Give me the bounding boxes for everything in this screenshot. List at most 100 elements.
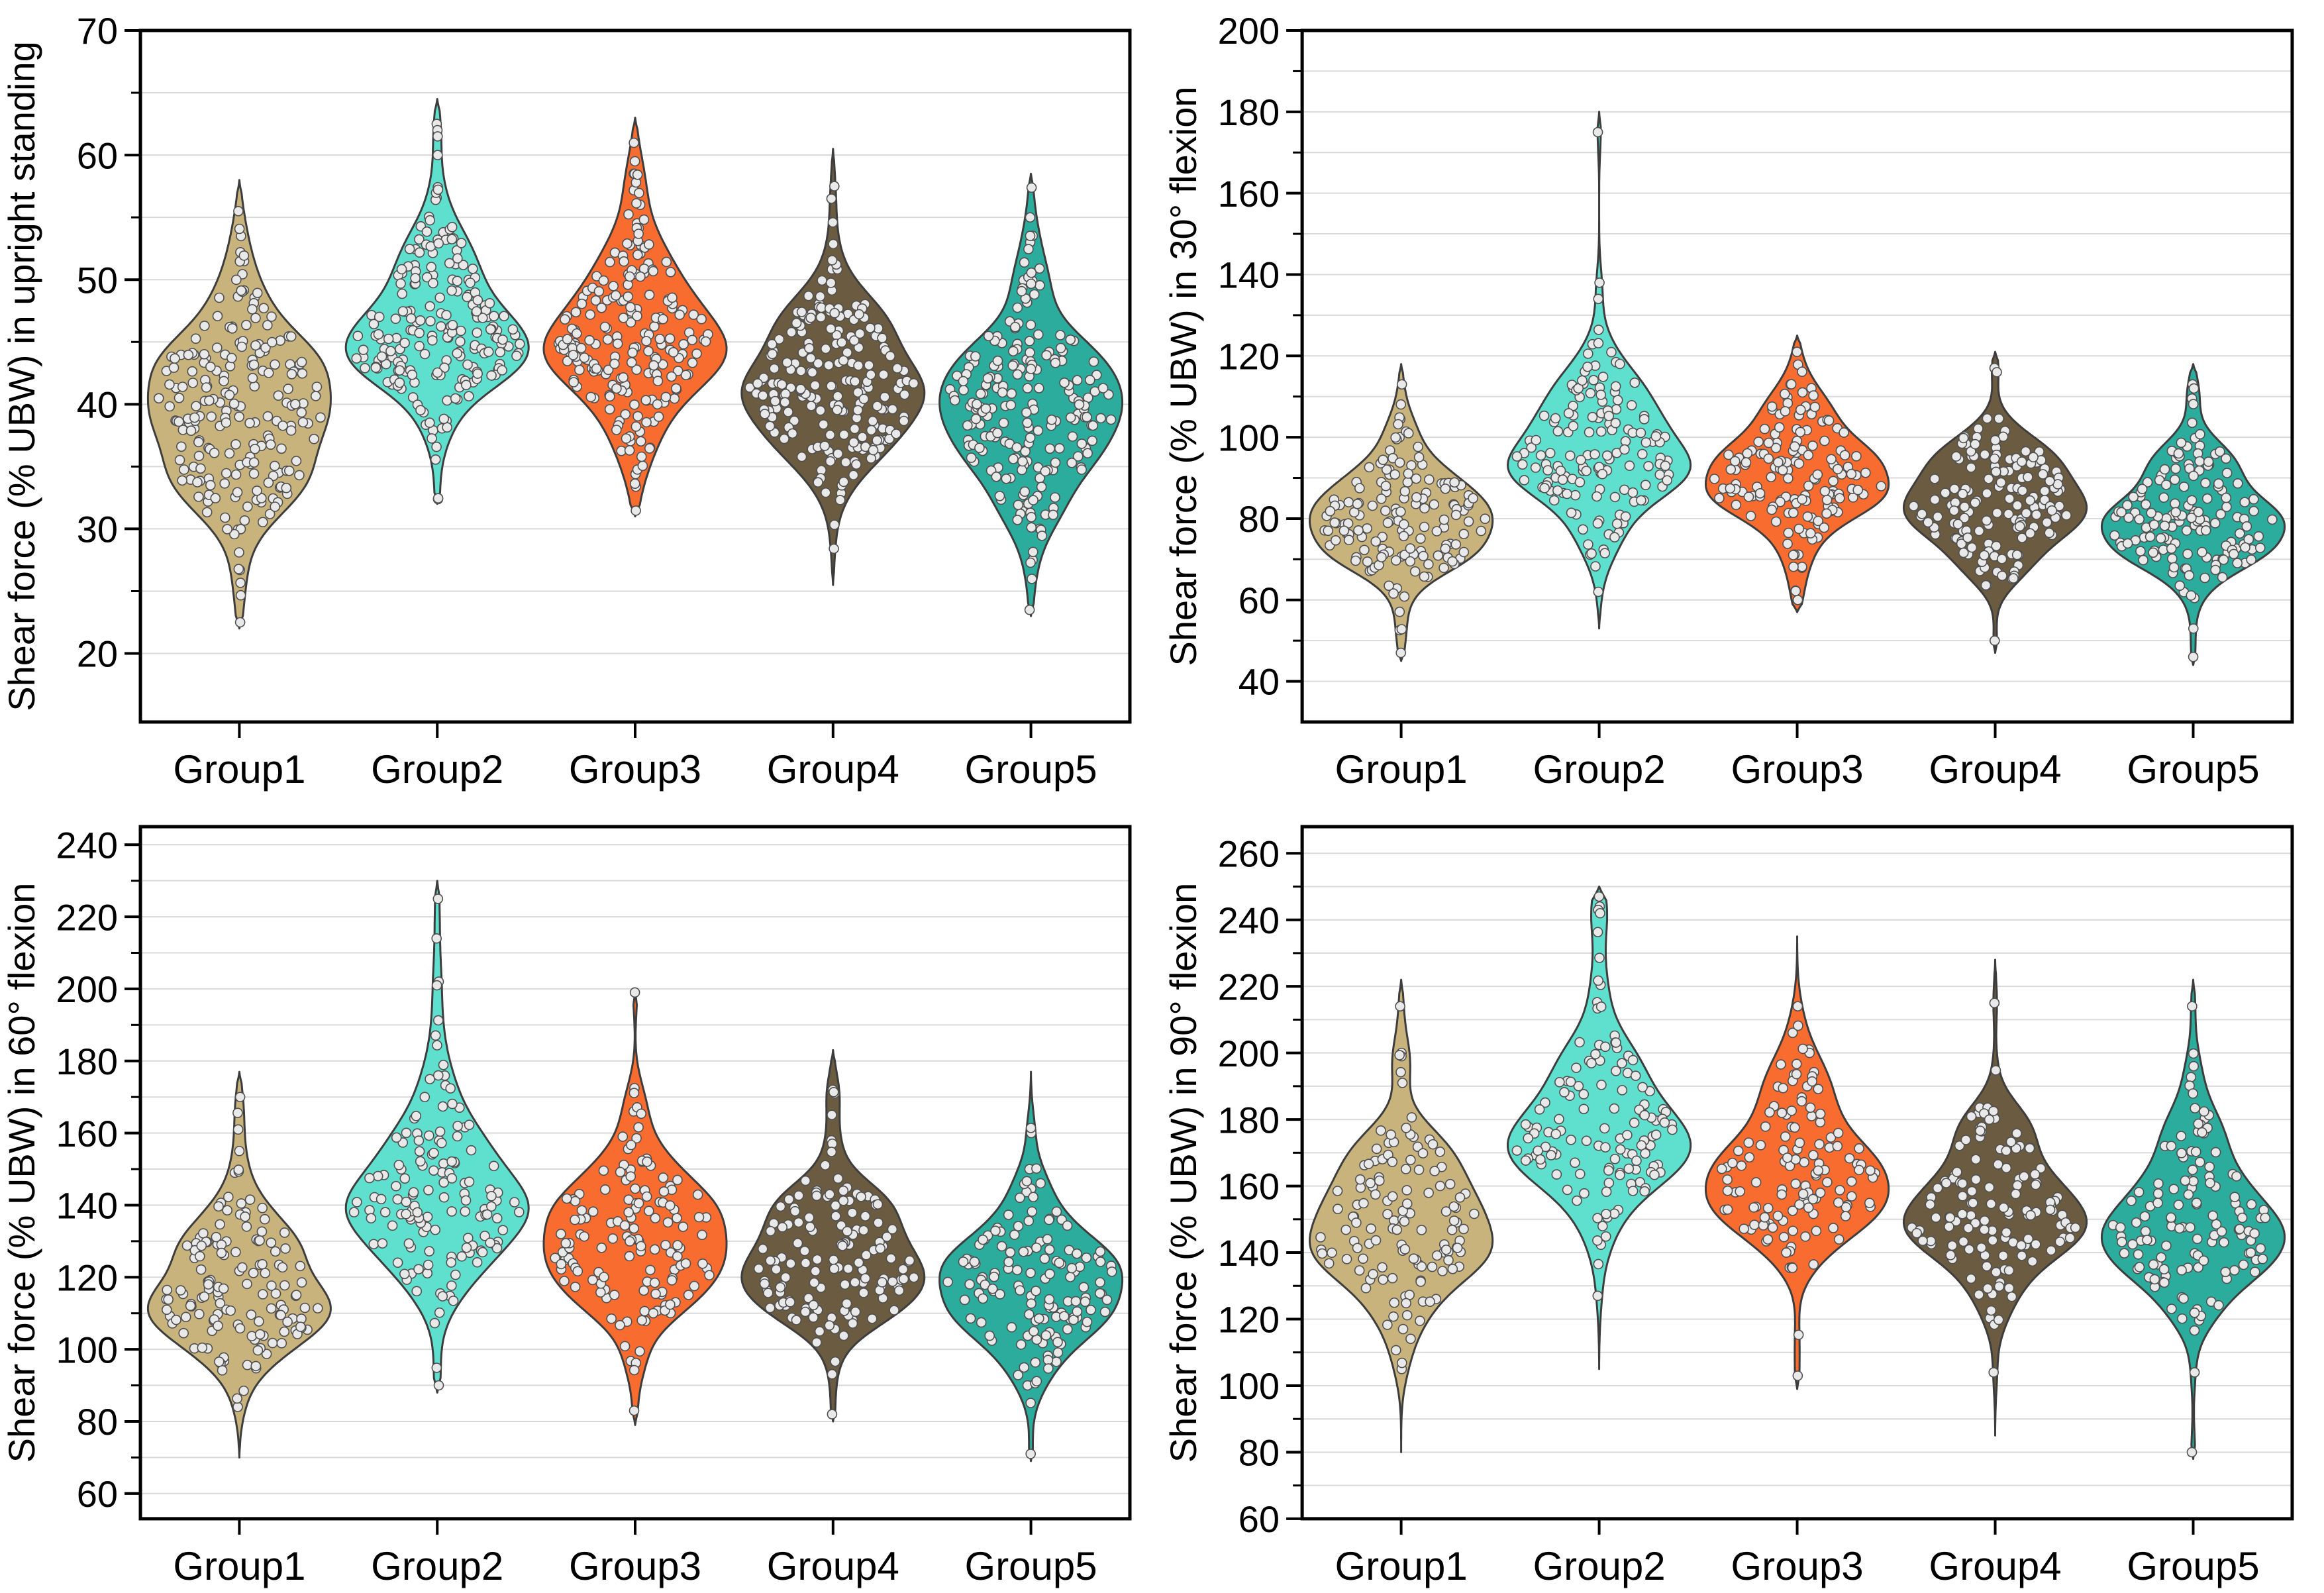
panel-upright-standing: 20 30 40 50 60 70 Group1 Group2 Group3 Group4 Grou… — [0, 0, 1162, 796]
data-point — [570, 1282, 581, 1292]
data-point — [1568, 421, 1579, 432]
data-point — [236, 285, 247, 296]
data-point — [1773, 457, 1784, 468]
data-point — [396, 264, 407, 275]
data-point — [858, 393, 870, 405]
data-point — [499, 311, 509, 322]
data-point — [1957, 1209, 1968, 1219]
data-point — [257, 1259, 268, 1270]
data-point — [629, 1364, 640, 1376]
data-point — [2200, 525, 2211, 536]
data-point — [177, 382, 188, 392]
data-point — [1062, 1324, 1073, 1335]
data-point — [1017, 456, 1028, 467]
data-point — [254, 1316, 264, 1327]
data-point — [464, 1176, 475, 1187]
data-point — [394, 365, 405, 376]
data-point — [622, 238, 632, 249]
data-point — [2221, 453, 2231, 464]
x-category-label: Group3 — [569, 1544, 701, 1588]
data-point — [423, 1130, 434, 1141]
data-point — [1552, 485, 1563, 496]
data-point — [599, 1184, 611, 1195]
data-point — [1742, 448, 1753, 459]
data-point — [1799, 1156, 1809, 1168]
data-point — [411, 1286, 423, 1297]
data-point — [2012, 500, 2023, 511]
data-point — [662, 1217, 674, 1228]
data-point — [623, 1207, 634, 1218]
panel-flexion-30: 40 60 80 100 120 140 160 180 200 Group1 Group2 Grou… — [1162, 0, 2324, 796]
data-point — [2186, 590, 2197, 601]
data-point — [1413, 441, 1423, 452]
data-point — [2115, 1222, 2126, 1233]
data-point — [1997, 570, 2007, 582]
data-point — [623, 209, 634, 220]
data-point — [312, 1303, 323, 1313]
data-point — [1940, 488, 1950, 498]
data-point — [782, 357, 793, 368]
data-point — [654, 333, 666, 344]
data-point — [1546, 1150, 1556, 1160]
data-point — [2229, 1264, 2240, 1276]
data-point — [1791, 1058, 1802, 1070]
data-point — [608, 281, 619, 291]
y-tick-label: 140 — [1218, 1232, 1280, 1274]
data-point — [658, 1172, 669, 1183]
data-point — [1480, 513, 1491, 525]
data-point — [391, 1180, 401, 1192]
data-point — [1989, 998, 2000, 1009]
data-point — [829, 181, 840, 191]
data-point — [232, 1124, 244, 1135]
data-point — [1846, 1176, 1857, 1187]
data-point — [1727, 1157, 1738, 1168]
data-point — [1597, 1221, 1608, 1231]
data-point — [2186, 495, 2198, 506]
data-point — [1382, 1319, 1393, 1330]
data-point — [767, 348, 778, 360]
data-point — [1042, 1234, 1053, 1245]
data-point — [605, 391, 615, 402]
data-point — [1819, 522, 1829, 533]
data-point — [965, 1313, 976, 1324]
data-point — [1022, 417, 1033, 429]
y-tick-label: 100 — [1218, 1365, 1280, 1407]
data-point — [214, 1357, 225, 1367]
data-point — [2188, 1088, 2198, 1099]
data-point — [892, 363, 903, 374]
data-point — [1639, 413, 1650, 425]
data-point — [962, 420, 973, 431]
data-point — [1517, 459, 1528, 470]
data-point — [2203, 456, 2214, 467]
y-tick-label: 120 — [1218, 1299, 1280, 1341]
data-point — [620, 409, 631, 420]
data-point — [2142, 1235, 2152, 1245]
data-point — [996, 1241, 1007, 1252]
data-point — [1035, 1178, 1046, 1189]
x-category-label: Group3 — [569, 747, 701, 792]
data-point — [452, 1121, 463, 1131]
data-point — [1351, 1217, 1362, 1228]
data-point — [462, 359, 473, 370]
data-point — [2233, 478, 2243, 489]
x-category-label: Group4 — [767, 747, 899, 792]
data-point — [1036, 531, 1048, 541]
data-point — [560, 1238, 572, 1249]
data-point — [1370, 1189, 1381, 1200]
data-point — [1790, 1122, 1800, 1133]
data-point — [432, 367, 443, 378]
data-point — [1544, 448, 1556, 458]
data-point — [810, 1266, 821, 1276]
data-point — [1389, 1297, 1400, 1308]
data-point — [1034, 1313, 1044, 1324]
data-point — [2031, 1239, 2041, 1250]
data-point — [2020, 446, 2031, 457]
data-point — [2141, 499, 2151, 510]
data-point — [187, 378, 199, 388]
y-tick-label: 180 — [1218, 91, 1280, 133]
violin-group4 — [1902, 958, 2088, 1437]
data-point — [2137, 484, 2148, 495]
data-point — [1996, 477, 2007, 488]
data-point — [423, 1259, 434, 1270]
data-point — [1733, 1145, 1744, 1156]
